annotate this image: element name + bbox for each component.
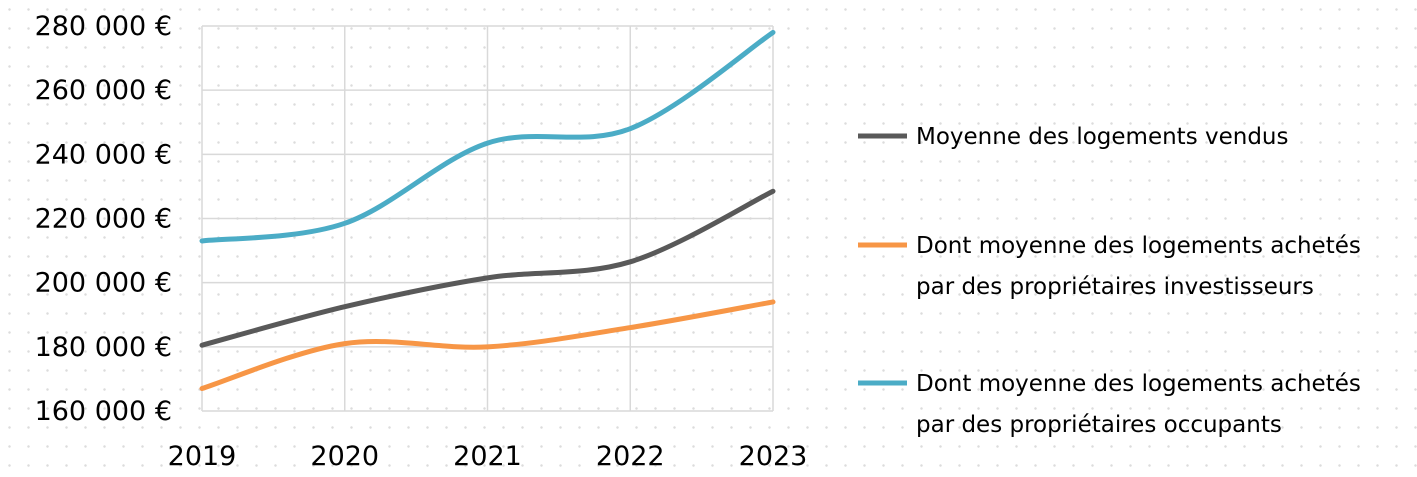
x-tick-label: 2020	[310, 441, 379, 472]
y-tick-label: 220 000 €	[35, 204, 172, 235]
x-tick-label: 2023	[739, 441, 808, 472]
legend-label-2: Dont moyenne des logements achetés	[916, 233, 1361, 259]
y-tick-label: 180 000 €	[35, 332, 172, 363]
y-tick-label: 160 000 €	[35, 396, 172, 427]
x-tick-label: 2022	[596, 441, 665, 472]
legend-label-1: Moyenne des logements vendus	[916, 124, 1289, 150]
legend-label-2: par des propriétaires investisseurs	[916, 274, 1314, 300]
legend-label-3: par des propriétaires occupants	[916, 412, 1282, 438]
legend-label-3: Dont moyenne des logements achetés	[916, 371, 1361, 397]
y-tick-label: 200 000 €	[35, 268, 172, 299]
axes: 160 000 € 180 000 € 200 000 € 220 000 € 240 …	[35, 11, 808, 472]
legend: Moyenne des logements vendus Dont moyenne…	[858, 124, 1361, 438]
series-line-1	[199, 188, 776, 348]
series-line-2	[199, 299, 776, 392]
x-tick-label: 2021	[453, 441, 522, 472]
y-tick-label: 240 000 €	[35, 139, 172, 170]
x-tick-label: 2019	[168, 441, 237, 472]
y-tick-label: 260 000 €	[35, 75, 172, 106]
series-line-3	[199, 29, 776, 244]
y-tick-label: 280 000 €	[35, 11, 172, 42]
series-lines	[199, 29, 776, 392]
gridlines	[201, 25, 774, 412]
